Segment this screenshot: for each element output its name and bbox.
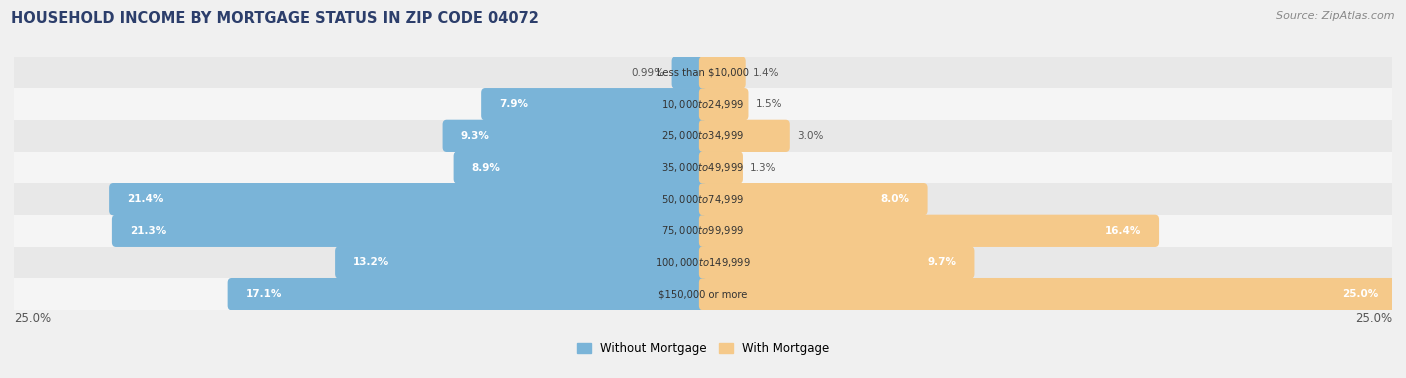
FancyBboxPatch shape <box>112 215 707 247</box>
FancyBboxPatch shape <box>672 56 707 89</box>
Text: HOUSEHOLD INCOME BY MORTGAGE STATUS IN ZIP CODE 04072: HOUSEHOLD INCOME BY MORTGAGE STATUS IN Z… <box>11 11 538 26</box>
Text: 8.9%: 8.9% <box>471 163 501 172</box>
Text: 1.5%: 1.5% <box>755 99 782 109</box>
Bar <box>14 246 1392 278</box>
Text: 9.7%: 9.7% <box>928 257 956 268</box>
Text: 7.9%: 7.9% <box>499 99 529 109</box>
Bar <box>14 215 1392 246</box>
Bar <box>14 88 1392 120</box>
FancyBboxPatch shape <box>335 246 707 279</box>
Text: 25.0%: 25.0% <box>1341 289 1378 299</box>
Text: 21.3%: 21.3% <box>129 226 166 236</box>
FancyBboxPatch shape <box>228 278 707 310</box>
Text: 1.3%: 1.3% <box>749 163 776 172</box>
Text: 1.4%: 1.4% <box>752 68 779 77</box>
Text: $75,000 to $99,999: $75,000 to $99,999 <box>661 224 745 237</box>
FancyBboxPatch shape <box>454 151 707 184</box>
FancyBboxPatch shape <box>699 246 974 279</box>
FancyBboxPatch shape <box>699 120 790 152</box>
Text: Less than $10,000: Less than $10,000 <box>657 68 749 77</box>
FancyBboxPatch shape <box>481 88 707 120</box>
Text: 25.0%: 25.0% <box>1355 311 1392 325</box>
Text: Source: ZipAtlas.com: Source: ZipAtlas.com <box>1277 11 1395 21</box>
Bar <box>14 120 1392 152</box>
Text: $10,000 to $24,999: $10,000 to $24,999 <box>661 98 745 111</box>
Bar <box>14 183 1392 215</box>
Bar <box>14 57 1392 88</box>
Text: 13.2%: 13.2% <box>353 257 389 268</box>
Text: 9.3%: 9.3% <box>461 131 489 141</box>
Text: 3.0%: 3.0% <box>797 131 823 141</box>
Text: 17.1%: 17.1% <box>246 289 283 299</box>
Text: $150,000 or more: $150,000 or more <box>658 289 748 299</box>
Text: $50,000 to $74,999: $50,000 to $74,999 <box>661 193 745 206</box>
Legend: Without Mortgage, With Mortgage: Without Mortgage, With Mortgage <box>572 337 834 360</box>
Bar <box>14 152 1392 183</box>
Text: $25,000 to $34,999: $25,000 to $34,999 <box>661 129 745 143</box>
FancyBboxPatch shape <box>699 215 1159 247</box>
FancyBboxPatch shape <box>699 151 742 184</box>
FancyBboxPatch shape <box>699 278 1396 310</box>
FancyBboxPatch shape <box>699 56 745 89</box>
Text: 8.0%: 8.0% <box>880 194 910 204</box>
Text: $100,000 to $149,999: $100,000 to $149,999 <box>655 256 751 269</box>
Bar <box>14 278 1392 310</box>
Text: 16.4%: 16.4% <box>1105 226 1142 236</box>
Text: $35,000 to $49,999: $35,000 to $49,999 <box>661 161 745 174</box>
Text: 21.4%: 21.4% <box>127 194 163 204</box>
FancyBboxPatch shape <box>699 88 748 120</box>
FancyBboxPatch shape <box>699 183 928 215</box>
Text: 25.0%: 25.0% <box>14 311 51 325</box>
Text: 0.99%: 0.99% <box>631 68 665 77</box>
FancyBboxPatch shape <box>443 120 707 152</box>
FancyBboxPatch shape <box>110 183 707 215</box>
